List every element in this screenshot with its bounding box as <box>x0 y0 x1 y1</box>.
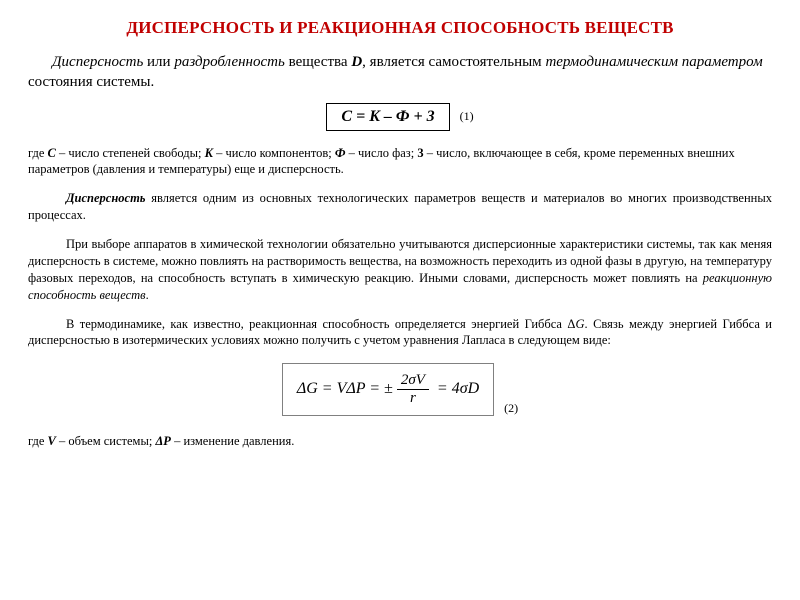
equation-2-box: ΔG = VΔP = ±2σVr = 4σD <box>282 363 494 416</box>
equation-1-number: (1) <box>460 109 474 124</box>
intro-symbol-D: D <box>351 54 362 70</box>
intro-text: состояния системы. <box>28 74 154 90</box>
equation-1-row: C = K – Ф + 3 (1) <box>28 103 772 131</box>
where-text: – число фаз; <box>346 146 418 160</box>
paragraph-text: При выборе аппаратов в химической технол… <box>28 237 772 285</box>
intro-term-razdroblennost: раздробленность <box>174 54 285 70</box>
where-text: – изменение давления. <box>171 434 294 448</box>
symbol-F: Ф <box>335 146 346 160</box>
symbol-K: K <box>205 146 213 160</box>
intro-paragraph: Дисперсность или раздробленность веществ… <box>28 52 772 93</box>
where-label: где <box>28 434 48 448</box>
paragraph-selection: При выборе аппаратов в химической технол… <box>28 236 772 304</box>
intro-text: , является самостоятельным <box>362 54 545 70</box>
where-label: где <box>28 146 48 160</box>
symbol-deltaP: ΔP <box>155 434 170 448</box>
page: ДИСПЕРСНОСТЬ И РЕАКЦИОННАЯ СПОСОБНОСТЬ В… <box>0 0 800 459</box>
where-text: – число степеней свободы; <box>56 146 205 160</box>
equation-2-row: ΔG = VΔP = ±2σVr = 4σD (2) <box>28 363 772 416</box>
symbol-G: G <box>575 317 584 331</box>
equation-2-fraction: 2σVr <box>397 372 429 407</box>
symbol-V: V <box>48 434 56 448</box>
symbol-C: C <box>48 146 56 160</box>
intro-text: или <box>143 54 174 70</box>
where-clause-2: где V – объем системы; ΔP – изменение да… <box>28 434 772 449</box>
equation-2-lhs: ΔG = VΔP = ± <box>297 380 393 397</box>
paragraph-text: . <box>146 288 149 302</box>
intro-text: вещества <box>285 54 352 70</box>
intro-term-dispersnost: Дисперсность <box>52 54 143 70</box>
where-text: – число компонентов; <box>213 146 335 160</box>
where-clause-1: где C – число степеней свободы; K – числ… <box>28 145 772 179</box>
equation-2-number: (2) <box>504 401 518 416</box>
page-title: ДИСПЕРСНОСТЬ И РЕАКЦИОННАЯ СПОСОБНОСТЬ В… <box>28 18 772 38</box>
fraction-numerator: 2σV <box>397 372 429 390</box>
equation-1-box: C = K – Ф + 3 <box>326 103 449 131</box>
intro-term-thermo: термодинамическим параметром <box>545 54 762 70</box>
term-dispersnost: Дисперсность <box>66 191 146 205</box>
equation-2-rhs: = 4σD <box>433 380 479 397</box>
paragraph-dispersnost: Дисперсность является одним из основных … <box>28 190 772 224</box>
paragraph-text: В термодинамике, как известно, реакционн… <box>66 317 575 331</box>
fraction-denominator: r <box>397 390 429 407</box>
paragraph-thermodynamics: В термодинамике, как известно, реакционн… <box>28 316 772 350</box>
where-text: – объем системы; <box>56 434 156 448</box>
